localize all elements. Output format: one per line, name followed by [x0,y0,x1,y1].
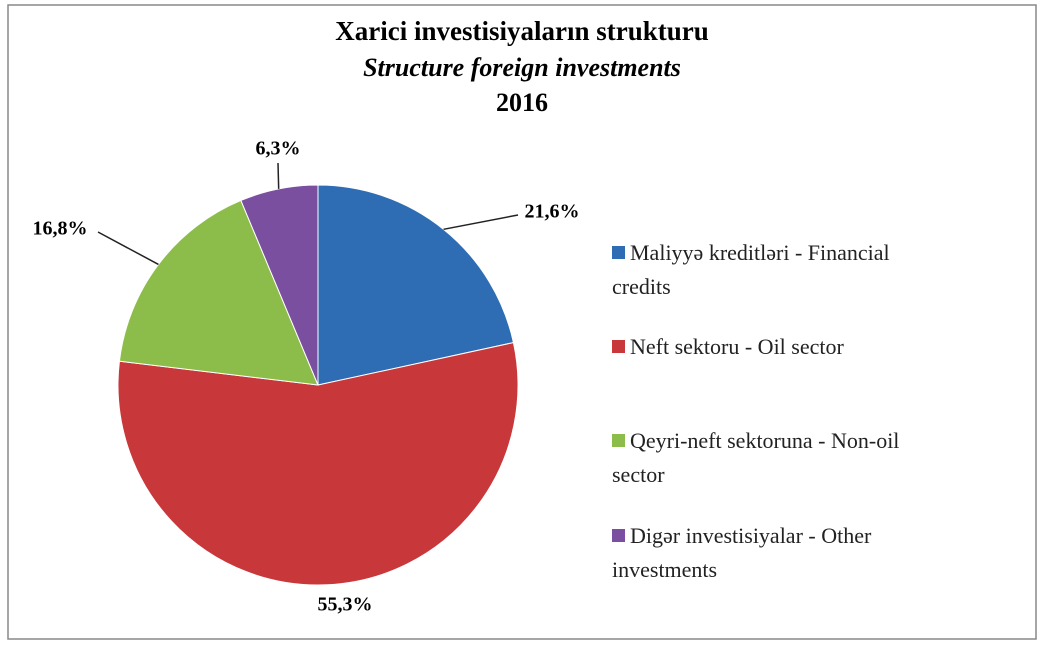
legend-swatch [612,246,625,259]
data-label: 6,3% [256,138,301,160]
legend-swatch [612,340,625,353]
chart-title: Xarici investisiyaların strukturu [335,16,709,46]
data-label: 55,3% [318,594,373,616]
leader-line [97,231,159,266]
legend-label: Qeyri-neft sektoruna - Non-oil sector [612,428,900,487]
chart-period: 2016 [496,88,548,117]
data-label: 16,8% [33,218,88,240]
legend-label: Neft sektoru - Oil sector [630,334,844,359]
legend-swatch [612,529,625,542]
legend-label: Maliyyə kreditləri - Financial credits [612,240,890,299]
legend-swatch [612,434,625,447]
legend-entry: Digər investisiyalar - Other investments [612,519,942,587]
legend-entry: Maliyyə kreditləri - Financial credits [612,236,942,304]
legend-entry: Qeyri-neft sektoruna - Non-oil sector [612,424,942,492]
pie-slice [240,184,319,386]
leader-line [443,214,519,231]
data-label: 21,6% [525,201,580,223]
pie-slice [117,342,519,586]
legend-label: Digər investisiyalar - Other investments [612,523,872,582]
chart-subtitle: Structure foreign investments [363,53,681,82]
leader-line [277,162,280,189]
legend-entry: Neft sektoru - Oil sector [612,330,942,364]
